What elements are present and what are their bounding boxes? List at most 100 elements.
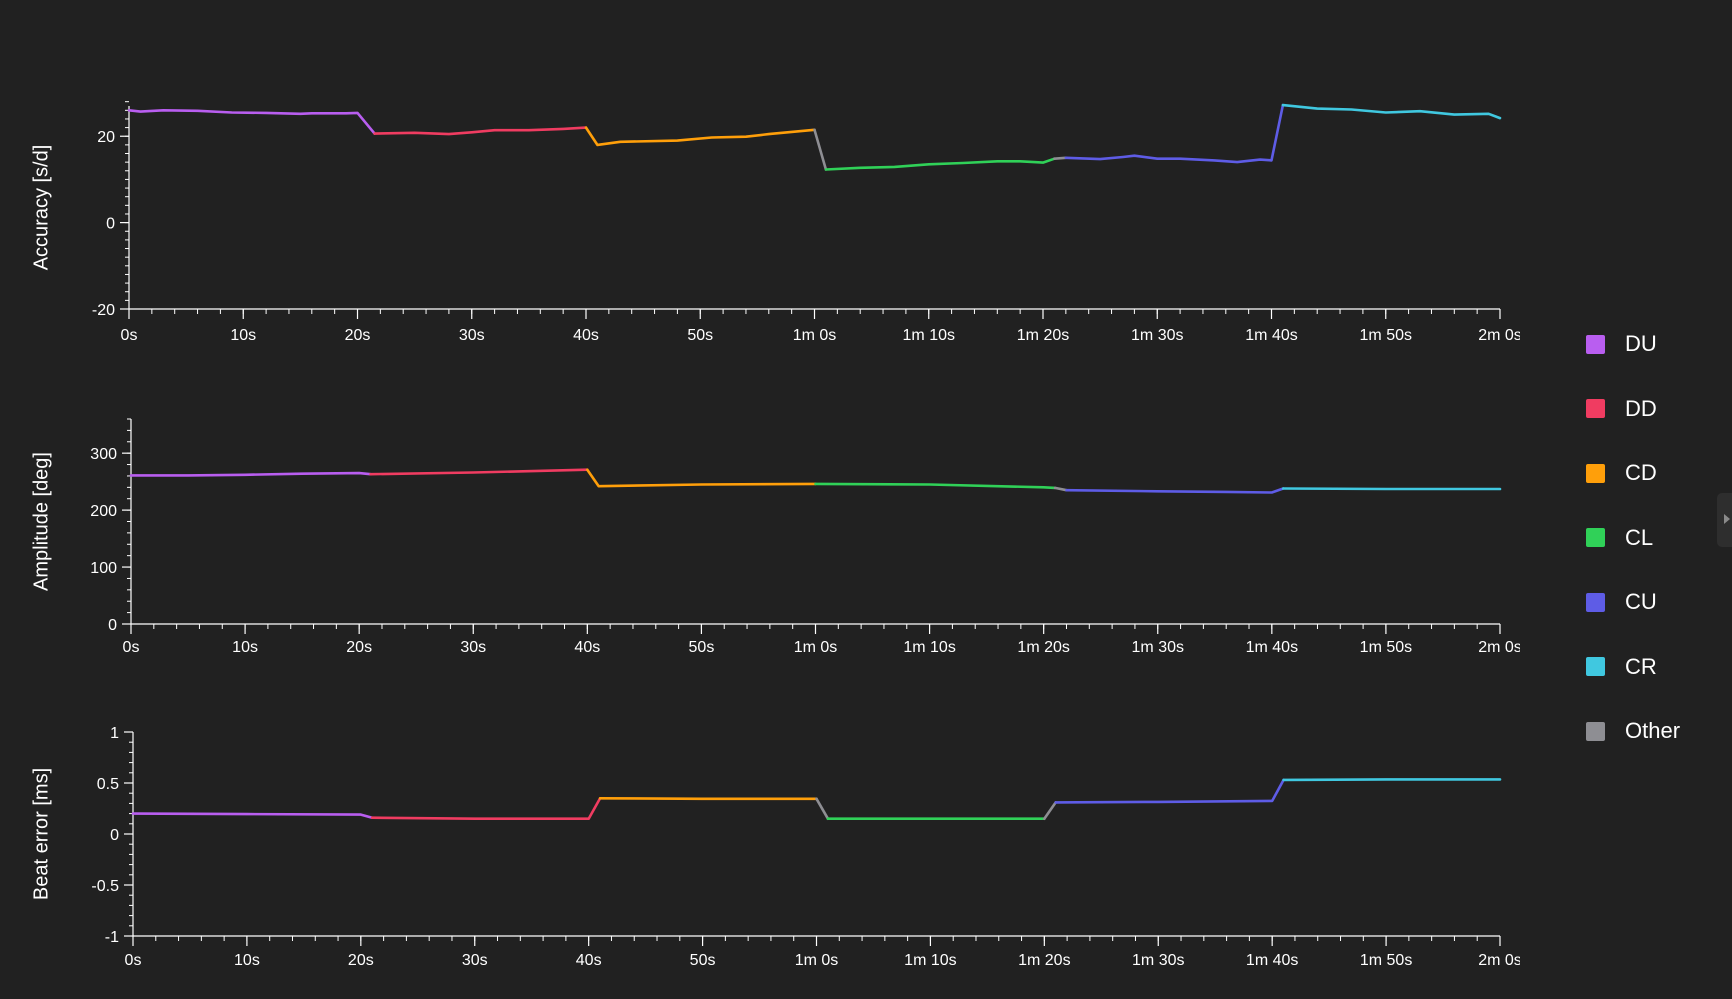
chart3-x-tick-label: 1m 50s: [1360, 952, 1412, 969]
chart3-x-tick-label: 1m 20s: [1018, 952, 1070, 969]
legend-item-du[interactable]: DU: [1586, 312, 1726, 377]
chart2-x-tick-label: 2m 0s: [1478, 639, 1520, 656]
chart2-x-tick-label: 0s: [123, 639, 140, 656]
chart1-y-tick-label: 0: [106, 216, 115, 233]
chart3-series-dd-line: [370, 796, 602, 821]
chart2-y-tick-label: 300: [90, 446, 117, 463]
chart2-series-dd-line: [369, 468, 589, 476]
chart1-series-other-line: [813, 128, 828, 171]
chart2-series-cr-line: [1281, 487, 1502, 491]
legend-item-cr[interactable]: CR: [1586, 635, 1726, 700]
legend-swatch-cu: [1586, 592, 1605, 612]
chart2-series-cu-line: [1065, 487, 1285, 494]
legend-label-du: DU: [1625, 331, 1657, 357]
chart3-y-tick-label: -0.5: [91, 878, 119, 895]
chart2-x-tick-label: 1m 50s: [1360, 639, 1412, 656]
chart1-series-cu-line: [1064, 103, 1285, 164]
legend-label-cl: CL: [1625, 524, 1654, 550]
legend-label-cu: CU: [1625, 589, 1657, 615]
chart1-series-cd-line: [584, 126, 816, 147]
chart3-y-tick-label: 1: [110, 725, 119, 742]
chart1-x-tick-label: 1m 20s: [1017, 327, 1069, 344]
chart1-y-axis-title: Accuracy [s/d]: [30, 145, 52, 271]
chart3-x-tick-label: 40s: [576, 952, 602, 969]
chart3-x-tick-label: 1m 10s: [904, 952, 956, 969]
chart2-y-tick-label: 0: [108, 617, 117, 634]
chevron-right-icon: [1724, 514, 1730, 524]
chart2-x-tick-label: 1m 0s: [794, 639, 838, 656]
legend-swatch-cl: [1586, 528, 1605, 548]
chart2-series-cl-line: [814, 482, 1057, 490]
chart3-series-other-line: [815, 797, 830, 821]
chart3-x-tick-label: 1m 0s: [795, 952, 839, 969]
chart1-x-tick-label: 40s: [573, 327, 599, 344]
chart1-series-cr-line: [1281, 103, 1502, 120]
chart2-y-tick-label: 200: [90, 503, 117, 520]
legend: DU DD CD CL CU CR Other: [1586, 312, 1726, 764]
chart2-x-tick-label: 10s: [232, 639, 258, 656]
chart2-x-tick-label: 1m 20s: [1017, 639, 1069, 656]
chart3-x-tick-label: 1m 40s: [1246, 952, 1298, 969]
legend-item-cu[interactable]: CU: [1586, 570, 1726, 635]
chart3-x-tick-label: 10s: [234, 952, 260, 969]
chart3-series-cd-line: [598, 796, 818, 801]
legend-swatch-cd: [1586, 463, 1605, 483]
chart1-x-tick-label: 1m 10s: [903, 327, 955, 344]
chart2-x-tick-label: 30s: [460, 639, 486, 656]
chart3-series-du-line: [131, 812, 374, 820]
chart2-x-tick-label: 1m 40s: [1246, 639, 1298, 656]
chart1-series-dd-line: [373, 126, 588, 136]
chart3-series-other-line: [1043, 801, 1057, 821]
chart1-x-tick-label: 0s: [121, 327, 138, 344]
legend-item-other[interactable]: Other: [1586, 699, 1726, 764]
chart1-x-tick-label: 1m 40s: [1245, 327, 1297, 344]
chart2-x-tick-label: 1m 30s: [1132, 639, 1184, 656]
chart1-x-tick-label: 2m 0s: [1478, 327, 1520, 344]
chart3-series-cr-line: [1282, 778, 1502, 782]
chart1-x-tick-label: 50s: [687, 327, 713, 344]
chart1-x-tick-label: 10s: [230, 327, 256, 344]
legend-label-other: Other: [1625, 718, 1681, 744]
chart1-x-tick-label: 1m 50s: [1360, 327, 1412, 344]
chart1-series-other-line: [1053, 156, 1068, 160]
legend-swatch-dd: [1586, 399, 1605, 419]
chart3-y-tick-label: 0: [110, 827, 119, 844]
chart3-x-tick-label: 2m 0s: [1478, 952, 1520, 969]
legend-label-dd: DD: [1625, 395, 1657, 421]
legend-label-cd: CD: [1625, 460, 1657, 486]
chart3-y-axis-title: Beat error [ms]: [30, 768, 52, 900]
legend-swatch-other: [1586, 721, 1605, 741]
chart2-x-tick-label: 1m 10s: [903, 639, 955, 656]
legend-item-cd[interactable]: CD: [1586, 441, 1726, 506]
legend-item-dd[interactable]: DD: [1586, 377, 1726, 442]
chart3-x-tick-label: 20s: [348, 952, 374, 969]
chart2-series-du-line: [129, 471, 372, 477]
panel-collapse-handle[interactable]: [1717, 493, 1732, 547]
chart3-y-tick-label: -1: [105, 929, 119, 946]
chart1-series-du-line: [127, 109, 376, 135]
legend-swatch-du: [1586, 334, 1605, 354]
chart1-y-tick-label: 20: [97, 129, 115, 146]
chart3-x-tick-label: 30s: [462, 952, 488, 969]
chart1-x-tick-label: 1m 30s: [1131, 327, 1183, 344]
chart2-series-cd-line: [585, 468, 817, 488]
chart2-y-axis-title: Amplitude [deg]: [30, 452, 52, 591]
chart1-series-cl-line: [824, 157, 1056, 171]
chart2-series-other-line: [1053, 486, 1068, 492]
chart3-x-tick-label: 0s: [125, 952, 142, 969]
chart2-x-tick-label: 20s: [346, 639, 372, 656]
chart1-x-tick-label: 20s: [345, 327, 371, 344]
legend-label-cr: CR: [1625, 653, 1657, 679]
chart1-y-tick-label: -20: [92, 302, 115, 319]
chart1-x-tick-label: 30s: [459, 327, 485, 344]
legend-swatch-cr: [1586, 657, 1605, 677]
chart2-x-tick-label: 50s: [689, 639, 715, 656]
chart1-x-tick-label: 1m 0s: [793, 327, 837, 344]
chart3-y-tick-label: 0.5: [97, 776, 119, 793]
chart3-x-tick-label: 1m 30s: [1132, 952, 1184, 969]
legend-item-cl[interactable]: CL: [1586, 506, 1726, 571]
chart3-x-tick-label: 50s: [690, 952, 716, 969]
chart3-series-cu-line: [1054, 778, 1285, 804]
chart2-x-tick-label: 40s: [574, 639, 600, 656]
